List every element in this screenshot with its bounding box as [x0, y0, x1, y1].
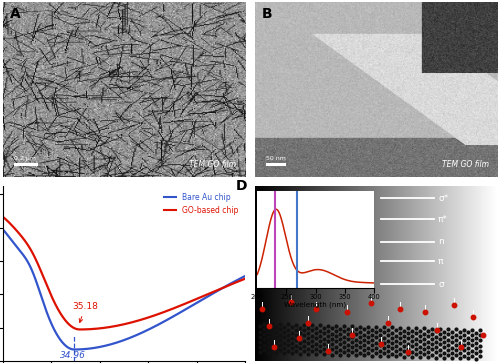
- Text: 0.2 μm: 0.2 μm: [14, 156, 36, 161]
- Text: 35.18: 35.18: [72, 302, 99, 322]
- Text: n: n: [438, 237, 444, 246]
- Line: Bare Au chip: Bare Au chip: [2, 229, 245, 350]
- Text: TEM GO film: TEM GO film: [442, 160, 488, 169]
- Text: σ*: σ*: [438, 193, 448, 203]
- GO-based chip: [235, 279, 241, 284]
- Text: π*: π*: [438, 215, 448, 224]
- Text: TEM GO film: TEM GO film: [190, 160, 236, 169]
- Bare Au chip: [0, 227, 6, 231]
- Bare Au chip: [190, 302, 196, 307]
- Text: π: π: [438, 257, 444, 266]
- Bar: [266, 163, 285, 166]
- Text: A: A: [10, 7, 20, 21]
- Text: B: B: [262, 7, 273, 21]
- GO-based chip: [118, 323, 124, 327]
- Bare Au chip: [111, 341, 117, 346]
- Text: D: D: [236, 179, 247, 193]
- GO-based chip: [0, 214, 6, 219]
- GO-based chip: [76, 327, 82, 332]
- Bare Au chip: [235, 277, 241, 282]
- Bare Au chip: [72, 347, 78, 352]
- Line: GO-based chip: GO-based chip: [2, 216, 245, 330]
- Bare Au chip: [242, 274, 248, 278]
- Text: 34.96: 34.96: [60, 351, 86, 360]
- Text: 50 nm: 50 nm: [266, 156, 286, 161]
- GO-based chip: [235, 280, 241, 284]
- GO-based chip: [12, 227, 18, 231]
- Bar: [14, 163, 38, 166]
- Bare Au chip: [12, 242, 18, 246]
- Legend: Bare Au chip, GO-based chip: Bare Au chip, GO-based chip: [162, 190, 242, 218]
- Text: σ: σ: [438, 280, 444, 289]
- GO-based chip: [111, 324, 117, 329]
- Bare Au chip: [235, 277, 241, 282]
- GO-based chip: [242, 277, 248, 281]
- GO-based chip: [190, 298, 196, 302]
- Bare Au chip: [118, 339, 124, 343]
